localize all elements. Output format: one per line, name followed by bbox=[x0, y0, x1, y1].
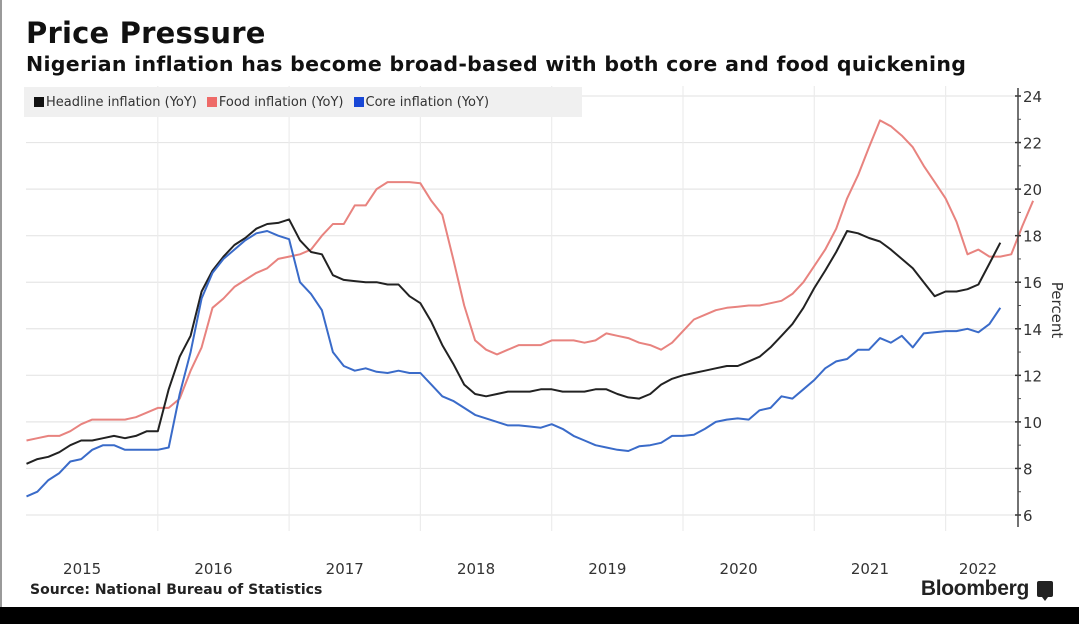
series-line-headline[interactable] bbox=[26, 218, 1002, 465]
legend-item-food[interactable]: Food inflation (YoY) bbox=[206, 94, 344, 110]
x-tick-label: 2017 bbox=[326, 560, 364, 578]
legend-swatch-food bbox=[206, 97, 217, 107]
y-axis-title: Percent bbox=[1048, 282, 1066, 339]
x-tick-label: 2015 bbox=[63, 560, 101, 578]
y-tick-label: 18 bbox=[1023, 228, 1042, 246]
chart-card: Price Pressure Nigerian inflation has be… bbox=[0, 0, 1079, 607]
x-tick-label: 2020 bbox=[720, 560, 758, 578]
series-lines bbox=[26, 119, 1035, 498]
x-tick-label: 2019 bbox=[588, 560, 626, 578]
series-line-core[interactable] bbox=[26, 230, 1002, 498]
y-tick-label: 16 bbox=[1023, 274, 1042, 292]
legend: Headline inflation (YoY) Food inflation … bbox=[24, 87, 582, 117]
x-tick-label: 2018 bbox=[457, 560, 495, 578]
legend-swatch-headline bbox=[34, 97, 44, 107]
y-tick-label: 20 bbox=[1023, 181, 1042, 199]
bloomberg-brand: Bloomberg bbox=[921, 577, 1053, 601]
legend-label-food: Food inflation (YoY) bbox=[218, 94, 344, 110]
legend-label-headline: Headline inflation (YoY) bbox=[46, 94, 197, 110]
y-axis: 6 8 10 12 14 16 18 20 22 24 bbox=[1015, 88, 1042, 527]
y-tick-label: 6 bbox=[1023, 507, 1033, 525]
chart-subtitle: Nigerian inflation has become broad-base… bbox=[26, 52, 967, 76]
series-line-food[interactable] bbox=[26, 119, 1035, 442]
bloomberg-logo-icon bbox=[1037, 581, 1053, 601]
y-tick-label: 22 bbox=[1023, 135, 1042, 153]
brand-label: Bloomberg bbox=[920, 577, 1029, 600]
y-tick-label: 24 bbox=[1023, 88, 1042, 106]
x-tick-label: 2022 bbox=[959, 560, 997, 578]
source-note: Source: National Bureau of Statistics bbox=[30, 582, 323, 598]
legend-item-core[interactable]: Core inflation (YoY) bbox=[353, 94, 490, 110]
grid bbox=[26, 86, 1018, 531]
legend-label-core: Core inflation (YoY) bbox=[365, 94, 490, 110]
y-tick-label: 10 bbox=[1023, 414, 1042, 432]
x-tick-label: 2021 bbox=[851, 560, 889, 578]
y-tick-label: 8 bbox=[1023, 460, 1033, 478]
x-tick-label: 2016 bbox=[194, 560, 232, 578]
y-tick-label: 12 bbox=[1023, 367, 1042, 385]
legend-item-headline[interactable]: Headline inflation (YoY) bbox=[34, 95, 197, 110]
chart-title: Price Pressure bbox=[26, 16, 266, 50]
x-axis: 2015 2016 2017 2018 2019 2020 2021 2022 bbox=[63, 560, 997, 578]
legend-swatch-core bbox=[353, 97, 364, 107]
y-tick-label: 14 bbox=[1023, 321, 1042, 339]
